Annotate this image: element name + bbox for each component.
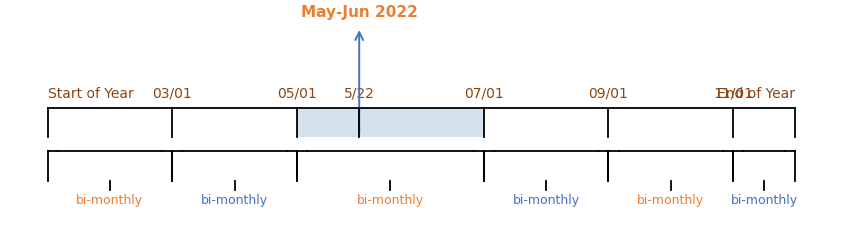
Text: Start of Year: Start of Year xyxy=(47,87,133,101)
Text: 03/01: 03/01 xyxy=(153,87,192,101)
Text: bi-monthly: bi-monthly xyxy=(201,194,268,207)
Text: bi-monthly: bi-monthly xyxy=(731,194,797,207)
Text: 07/01: 07/01 xyxy=(464,87,503,101)
Text: End of Year: End of Year xyxy=(717,87,796,101)
Text: 5/22: 5/22 xyxy=(344,87,374,101)
Text: 05/01: 05/01 xyxy=(277,87,317,101)
Bar xyxy=(297,108,484,137)
Text: bi-monthly: bi-monthly xyxy=(513,194,580,207)
Text: 09/01: 09/01 xyxy=(588,87,628,101)
Text: May-Jun 2022: May-Jun 2022 xyxy=(301,5,417,21)
Text: bi-monthly: bi-monthly xyxy=(77,194,143,207)
Text: bi-monthly: bi-monthly xyxy=(357,194,424,207)
Text: bi-monthly: bi-monthly xyxy=(637,194,705,207)
Text: 11/01: 11/01 xyxy=(713,87,753,101)
